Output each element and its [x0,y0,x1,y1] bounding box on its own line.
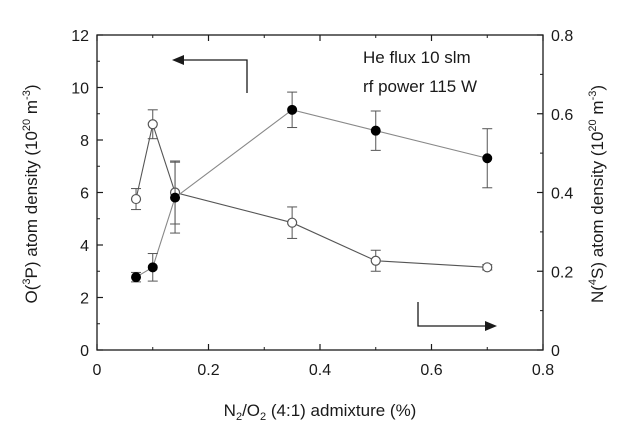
x-tick-label: 0.2 [197,362,219,379]
data-point-o3p [147,119,158,130]
data-point-n4s [287,104,298,115]
data-point-n4s [170,192,181,203]
y-right-tick-label: 0.2 [551,264,573,281]
annotation-rf-power: rf power 115 W [363,77,477,96]
y-left-tick-label: 12 [71,28,89,45]
data-point-o3p [370,255,381,266]
series-line-o3p [135,122,488,268]
annotation-layer: He flux 10 slm rf power 115 W [172,48,497,331]
data-point-o3p [287,217,298,228]
y-left-tick-label: 2 [80,291,89,308]
annotation-he-flux: He flux 10 slm [363,48,471,67]
y-left-tick-label: 6 [80,186,89,203]
y-left-tick-label: 10 [71,81,89,98]
series-line-n4s [135,109,488,278]
y-right-axis-title: N(4S) atom density (1020 m-3) [587,85,607,303]
y-right-tick-label: 0.8 [551,28,573,45]
y-right-tick-label: 0.4 [551,186,573,203]
data-point-o3p [130,193,142,205]
arrow-right-head [485,321,497,331]
data-point-n4s [131,272,142,283]
data-point-n4s [370,125,381,136]
y-right-tick-label: 0.6 [551,107,573,124]
axes-layer: 0 0.2 0.4 0.6 0.8 0 2 4 6 8 10 12 0 0.2 0.4 0.6 0.8 [71,28,573,379]
y-left-tick-label: 8 [80,133,89,150]
x-tick-label: 0 [93,362,102,379]
y-left-axis-title: O(3P) atom density (1020 m-3) [21,84,41,303]
arrow-left-axis-indicator [182,59,248,93]
arrow-left-head [172,55,184,65]
y-left-tick-label: 4 [80,238,89,255]
y-right-tick-label: 0 [551,343,560,360]
arrow-right-axis-indicator [417,302,487,327]
x-tick-label: 0.6 [420,362,442,379]
data-point-n4s [482,153,493,164]
series-layer [130,91,493,283]
x-tick-label: 0.8 [532,362,554,379]
x-tick-label: 0.4 [309,362,331,379]
y-left-tick-label: 0 [80,343,89,360]
data-point-n4s [147,262,158,273]
x-axis-title: N2/O2 (4:1) admixture (%) [224,401,417,423]
data-point-o3p [482,262,493,273]
